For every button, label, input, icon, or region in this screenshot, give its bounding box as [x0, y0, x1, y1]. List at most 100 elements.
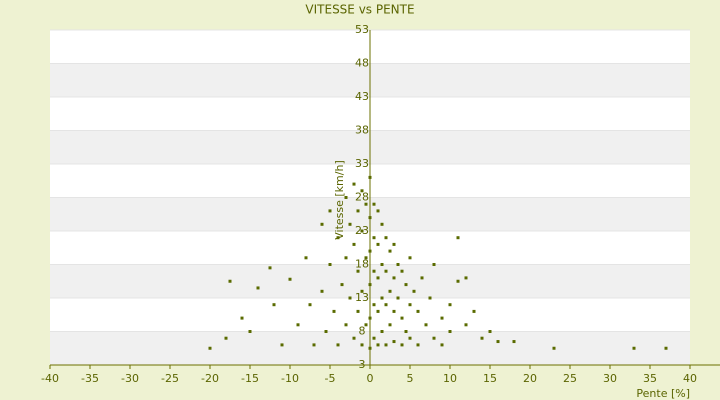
point: [364, 323, 368, 327]
y-tick-label: 33: [355, 157, 369, 170]
point: [360, 343, 364, 347]
point: [360, 229, 364, 233]
x-tick-label: 5: [407, 372, 414, 385]
x-tick-label: -40: [41, 372, 59, 385]
point: [364, 256, 368, 260]
point: [340, 283, 344, 287]
point: [296, 323, 300, 327]
point: [272, 303, 276, 307]
point: [380, 263, 384, 266]
y-tick-label: 48: [355, 57, 369, 70]
point: [552, 346, 556, 350]
y-tick-label: 8: [359, 325, 366, 338]
point: [384, 236, 388, 240]
point: [368, 346, 372, 350]
point: [348, 296, 352, 300]
x-tick-label: -20: [201, 372, 219, 385]
point: [404, 283, 408, 287]
x-tick-label: 15: [483, 372, 497, 385]
point: [408, 336, 412, 340]
x-tick-label: -35: [81, 372, 99, 385]
point: [268, 266, 272, 270]
point: [208, 346, 212, 350]
point: [432, 336, 436, 340]
point: [224, 336, 228, 340]
point: [356, 209, 360, 213]
point: [328, 209, 332, 213]
x-tick-label: -15: [241, 372, 259, 385]
point: [368, 316, 372, 320]
point: [440, 316, 444, 320]
point: [664, 346, 668, 350]
point: [360, 289, 364, 293]
point: [380, 296, 384, 300]
x-tick-label: -5: [325, 372, 336, 385]
point: [320, 222, 324, 226]
point: [396, 296, 400, 300]
y-tick-label: 13: [355, 291, 369, 304]
point: [384, 269, 388, 273]
point: [372, 303, 376, 307]
point: [400, 343, 404, 347]
x-tick-label: 20: [523, 372, 537, 385]
point: [392, 242, 396, 246]
y-tick-label: 43: [355, 90, 369, 103]
point: [228, 279, 232, 283]
point: [348, 222, 352, 226]
point: [380, 330, 384, 333]
point: [376, 276, 380, 280]
point: [412, 289, 416, 293]
point: [384, 343, 388, 347]
point: [440, 343, 444, 347]
point: [464, 276, 468, 280]
point: [472, 309, 476, 313]
point: [336, 343, 340, 347]
point: [344, 256, 348, 260]
point: [376, 209, 380, 213]
point: [288, 277, 292, 281]
point: [364, 202, 368, 206]
point: [336, 236, 340, 240]
point: [280, 343, 284, 347]
point: [404, 330, 408, 333]
point: [456, 236, 460, 240]
point: [376, 309, 380, 313]
x-tick-label: 35: [643, 372, 657, 385]
y-tick-label: 18: [355, 258, 369, 271]
point: [488, 330, 492, 333]
point: [368, 249, 372, 253]
point: [240, 316, 244, 320]
point: [392, 309, 396, 313]
point: [312, 343, 316, 347]
point: [464, 323, 468, 327]
point: [416, 343, 420, 347]
point: [384, 303, 388, 307]
point: [396, 263, 400, 266]
x-tick-label: -30: [121, 372, 139, 385]
point: [356, 269, 360, 273]
point: [352, 242, 356, 246]
point: [372, 202, 376, 206]
x-tick-label: 10: [443, 372, 457, 385]
x-tick-label: 30: [603, 372, 617, 385]
point: [304, 256, 308, 260]
point: [356, 309, 360, 313]
point: [480, 336, 484, 340]
point: [352, 336, 356, 340]
point: [372, 236, 376, 240]
point: [324, 330, 328, 333]
point: [496, 340, 500, 344]
point: [448, 330, 452, 333]
point: [320, 289, 324, 293]
chart-title: VITESSE vs PENTE: [305, 3, 414, 17]
point: [328, 263, 332, 266]
point: [372, 269, 376, 273]
point: [388, 249, 392, 253]
point: [368, 283, 372, 287]
point: [432, 263, 436, 266]
point: [512, 340, 516, 344]
x-tick-label: -25: [161, 372, 179, 385]
point: [352, 182, 356, 186]
point: [380, 222, 384, 226]
